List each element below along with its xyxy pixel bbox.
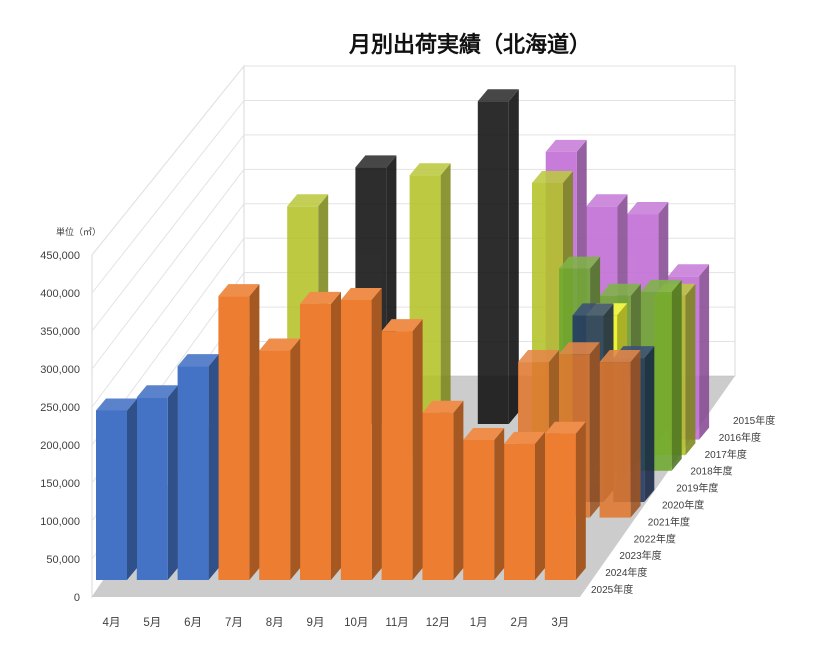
bar-2025年度-11月 — [381, 319, 423, 580]
bar-2025年度-10月 — [340, 288, 382, 580]
series-label: 2021年度 — [648, 515, 690, 528]
x-tick-label: 11月 — [385, 617, 408, 629]
x-tick-label: 12月 — [426, 617, 450, 629]
bar-2025年度-4月 — [96, 398, 137, 580]
series-labels: 2015年度 2016年度 2017年度 2018年度 2019年度 2020年度 2021… — [591, 414, 775, 596]
series-label: 2025年度 — [591, 583, 633, 596]
series-label: 2015年度 — [733, 414, 775, 427]
bar-2025年度-9月 — [300, 291, 341, 580]
gridline — [91, 134, 245, 332]
y-tick-label: 400,000 — [40, 288, 80, 300]
y-tick-label: 150,000 — [40, 478, 80, 490]
series-label: 2017年度 — [705, 448, 747, 461]
y-tick-label: 100,000 — [40, 516, 80, 528]
bar-2025年度-7月 — [218, 284, 260, 580]
bar-2025年度-12月 — [422, 400, 464, 580]
series-label: 2020年度 — [662, 499, 704, 512]
gridline — [91, 65, 245, 256]
front-series-bars — [96, 284, 586, 580]
series-label: 2023年度 — [619, 549, 661, 562]
y-axis-ticks: 0 50,000 100,000 150,000 200,000 250,000 300,0… — [40, 250, 80, 604]
y-tick-label: 300,000 — [40, 364, 80, 376]
gridline — [91, 100, 245, 294]
bar-2021年度-3月 — [599, 350, 641, 518]
series-label: 2018年度 — [690, 465, 732, 478]
bar-2025年度-5月 — [136, 385, 178, 580]
series-label: 2022年度 — [634, 532, 676, 545]
x-tick-label: 4月 — [103, 617, 121, 629]
bar-2025年度-6月 — [177, 354, 219, 580]
gridline — [91, 203, 245, 408]
bar-2025年度-8月 — [259, 338, 301, 580]
y-tick-label: 50,000 — [46, 554, 80, 566]
gridline — [91, 169, 245, 370]
x-axis-ticks: 4月 5月 6月 7月 8月 9月 10月 11月 12月 1月 2月 3月 — [103, 617, 570, 629]
x-tick-label: 6月 — [184, 617, 202, 629]
series-label: 2019年度 — [676, 482, 718, 495]
y-tick-label: 0 — [74, 592, 80, 604]
x-tick-label: 3月 — [551, 617, 569, 629]
x-tick-label: 5月 — [143, 617, 161, 629]
bar-2025年度-2月 — [504, 431, 545, 580]
series-label: 2016年度 — [719, 431, 761, 444]
bar-2025年度-3月 — [544, 421, 586, 580]
y-tick-label: 250,000 — [40, 402, 80, 414]
y-tick-label: 450,000 — [40, 250, 80, 262]
chart-title: 月別出荷実績（北海道） — [348, 32, 591, 57]
x-tick-label: 8月 — [266, 617, 284, 629]
x-tick-label: 7月 — [225, 617, 243, 629]
x-tick-label: 9月 — [307, 617, 325, 629]
unit-label: 単位（㎥） — [56, 226, 101, 237]
x-tick-label: 10月 — [344, 617, 368, 629]
series-label: 2024年度 — [605, 566, 647, 579]
x-tick-label: 2月 — [511, 617, 529, 629]
y-tick-label: 200,000 — [40, 440, 80, 452]
x-tick-label: 1月 — [470, 617, 488, 629]
bar-2025年度-1月 — [463, 428, 505, 580]
y-tick-label: 350,000 — [40, 326, 80, 338]
bar-2015年度-10月 — [477, 89, 519, 424]
